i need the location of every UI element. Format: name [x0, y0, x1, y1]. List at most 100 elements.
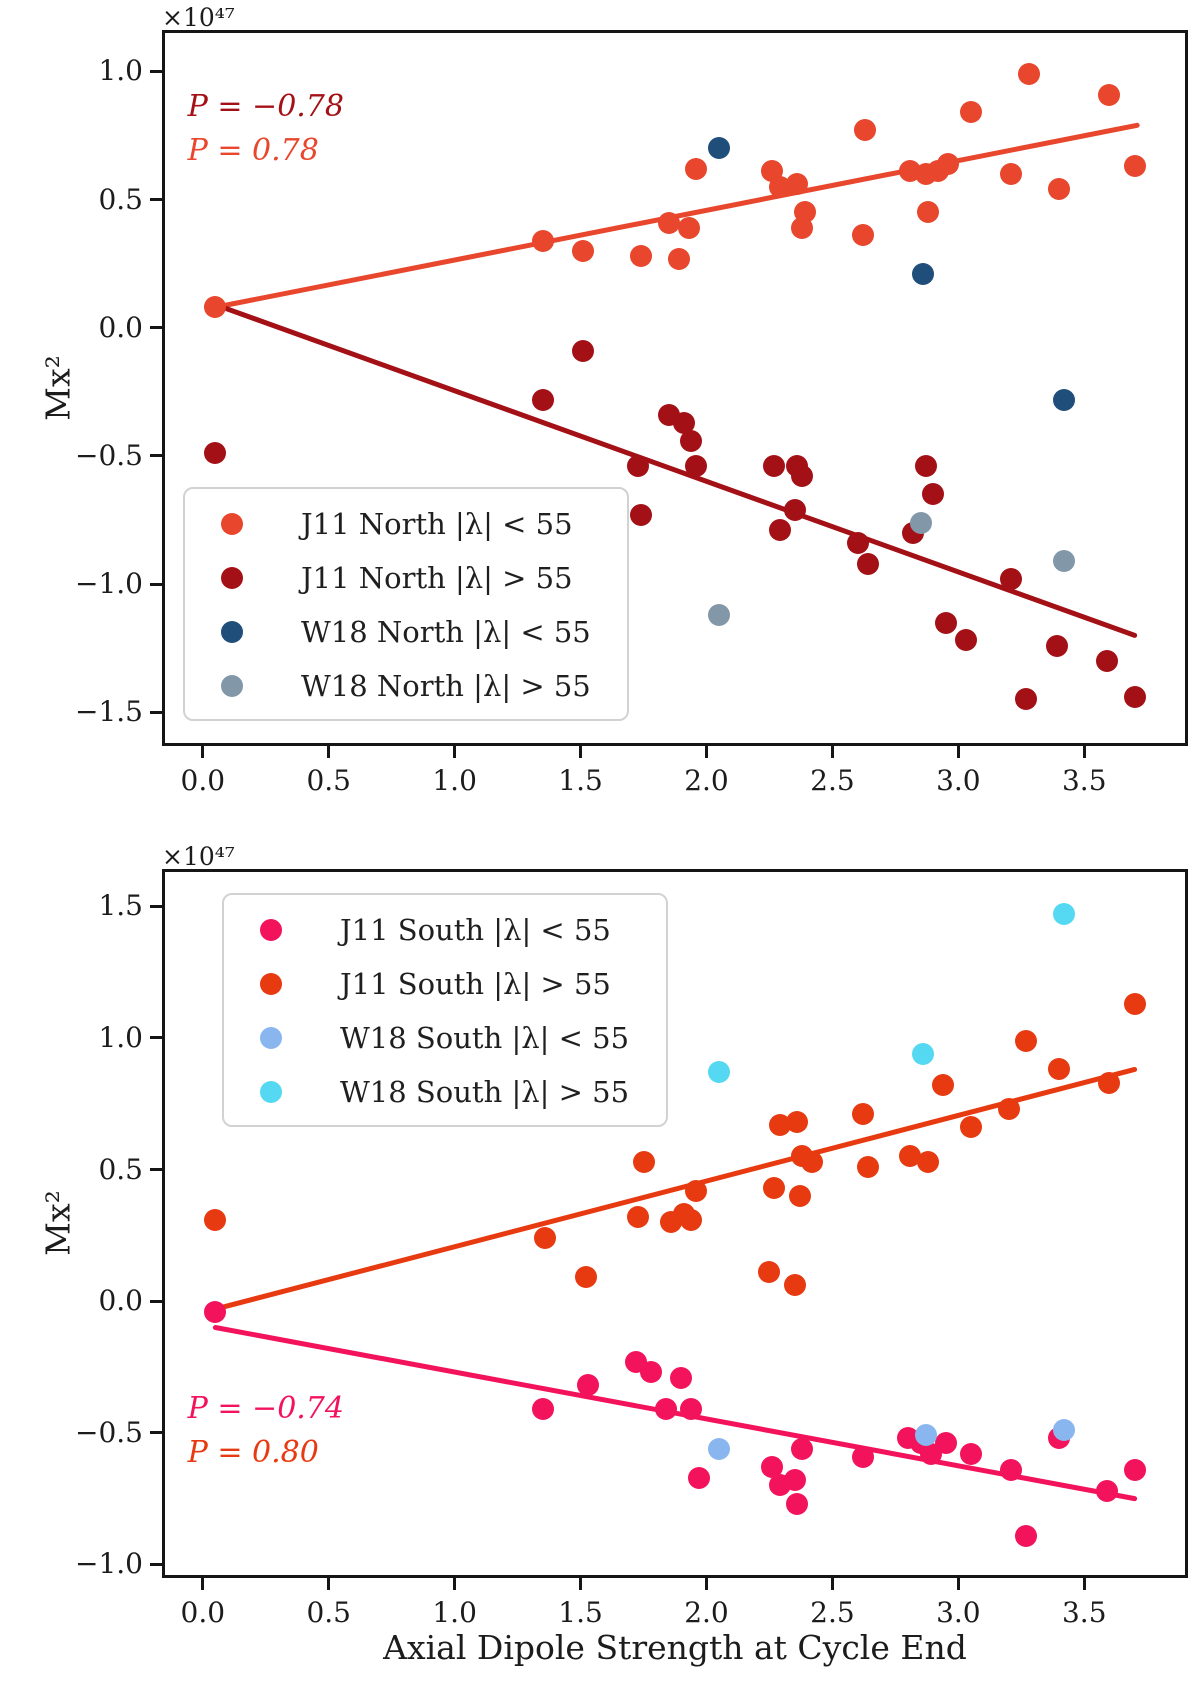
y-tick-label: 0.5 — [98, 1152, 143, 1186]
scatter-point — [685, 1179, 708, 1202]
x-tick-mark — [327, 746, 331, 758]
legend-marker-icon — [260, 1081, 282, 1103]
scatter-point — [791, 216, 814, 239]
north-offset-exponent-label: ×10⁴⁷ — [162, 3, 235, 32]
scatter-point — [768, 175, 791, 198]
x-tick-mark — [830, 1578, 834, 1590]
legend-marker-icon — [260, 973, 282, 995]
scatter-point — [204, 296, 227, 319]
x-tick-mark — [579, 1578, 583, 1590]
legend-entry: W18 North |λ| > 55 — [185, 659, 617, 713]
trend-line — [212, 1066, 1138, 1312]
scatter-point — [912, 1042, 935, 1065]
scatter-point — [760, 1456, 783, 1479]
x-tick-label: 2.5 — [810, 764, 855, 797]
scatter-point — [1123, 155, 1146, 178]
scatter-point — [1015, 1524, 1038, 1547]
scatter-point — [708, 1061, 731, 1084]
legend-entry-label: W18 North |λ| < 55 — [301, 615, 591, 649]
scatter-point — [640, 1361, 663, 1384]
correlation-annotation: P = 0.78 — [187, 132, 319, 168]
legend-entry: J11 South |λ| > 55 — [224, 957, 656, 1011]
scatter-point — [768, 519, 791, 542]
x-tick-mark — [704, 1578, 708, 1590]
legend-marker-icon — [260, 1027, 282, 1049]
south-offset-exponent-label: ×10⁴⁷ — [162, 842, 235, 871]
scatter-point — [791, 1437, 814, 1460]
y-tick-mark — [150, 582, 162, 586]
north-legend: J11 North |λ| < 55 J11 North |λ| > 55 W18 … — [183, 487, 629, 721]
y-tick-label: 1.0 — [98, 1020, 143, 1054]
scatter-point — [786, 1111, 809, 1134]
y-tick-mark — [150, 1299, 162, 1303]
scatter-point — [846, 532, 869, 555]
scatter-point — [1000, 1458, 1023, 1481]
scatter-point — [685, 157, 708, 180]
x-tick-label: 3.5 — [1061, 1596, 1107, 1629]
x-tick-mark — [453, 1578, 457, 1590]
scatter-point — [856, 552, 879, 575]
scatter-point — [687, 1466, 710, 1489]
scatter-point — [912, 262, 935, 285]
scatter-point — [204, 1208, 227, 1231]
legend-marker-icon — [221, 621, 243, 643]
scatter-point — [1095, 649, 1118, 672]
correlation-annotation: P = −0.74 — [187, 1390, 344, 1426]
x-tick-mark — [956, 746, 960, 758]
scatter-point — [914, 1424, 937, 1447]
legend-entry: J11 North |λ| < 55 — [185, 497, 617, 551]
south-y-axis-label: Mx² — [38, 1190, 78, 1256]
y-tick-label: −1.0 — [75, 1547, 143, 1581]
y-tick-label: 1.5 — [98, 889, 143, 923]
x-tick-mark — [201, 746, 205, 758]
scatter-point — [934, 1432, 957, 1455]
scatter-point — [854, 119, 877, 142]
scatter-point — [783, 498, 806, 521]
scatter-point — [1000, 567, 1023, 590]
scatter-point — [708, 603, 731, 626]
scatter-point — [1098, 1071, 1121, 1094]
scatter-point — [959, 101, 982, 124]
scatter-point — [680, 1398, 703, 1421]
scatter-point — [627, 1205, 650, 1228]
scatter-point — [758, 1261, 781, 1284]
x-tick-label: 3.5 — [1061, 764, 1107, 797]
scatter-point — [1123, 1458, 1146, 1481]
scatter-point — [856, 1155, 879, 1178]
scatter-point — [917, 1150, 940, 1173]
y-tick-label: −0.5 — [75, 1415, 143, 1449]
legend-entry: W18 South |λ| < 55 — [224, 1011, 656, 1065]
x-tick-mark — [327, 1578, 331, 1590]
x-tick-mark — [1082, 1578, 1086, 1590]
south-axes: 0.0 0.5 1.0 1.5 2.0 2.5 3.0 3.5 1.5 1.0 0.5 0.0 −0.5… — [75, 869, 1188, 1629]
scatter-point — [851, 1103, 874, 1126]
y-tick-label: −1.0 — [75, 567, 143, 601]
y-tick-mark — [150, 454, 162, 458]
scatter-point — [851, 224, 874, 247]
legend-entry-label: W18 North |λ| > 55 — [301, 669, 591, 703]
north-y-axis-label: Mx² — [38, 355, 78, 421]
legend-entry: J11 North |λ| > 55 — [185, 551, 617, 605]
scatter-point — [630, 503, 652, 526]
scatter-point — [788, 1184, 811, 1207]
scatter-point — [783, 1274, 806, 1297]
scatter-point — [672, 411, 695, 434]
scatter-point — [1053, 550, 1076, 572]
scatter-point — [534, 1226, 557, 1249]
trend-line — [212, 302, 1138, 638]
north-axes: 0.0 0.5 1.0 1.5 2.0 2.5 3.0 3.5 1.0 0.5 0.0 −0.5 −1.… — [75, 30, 1188, 797]
scatter-point — [1053, 903, 1076, 926]
scatter-point — [708, 137, 731, 160]
scatter-point — [531, 229, 554, 252]
x-tick-label: 1.0 — [432, 1596, 477, 1629]
y-tick-mark — [150, 1036, 162, 1040]
legend-entry: W18 North |λ| < 55 — [185, 605, 617, 659]
scatter-point — [531, 1398, 554, 1421]
y-tick-label: −0.5 — [75, 438, 143, 472]
scatter-point — [680, 1208, 703, 1231]
legend-entry-label: J11 North |λ| > 55 — [301, 561, 573, 595]
y-tick-label: 0.0 — [98, 310, 143, 344]
legend-entry-label: J11 South |λ| > 55 — [340, 967, 611, 1001]
y-tick-mark — [150, 1562, 162, 1566]
x-tick-mark — [830, 746, 834, 758]
